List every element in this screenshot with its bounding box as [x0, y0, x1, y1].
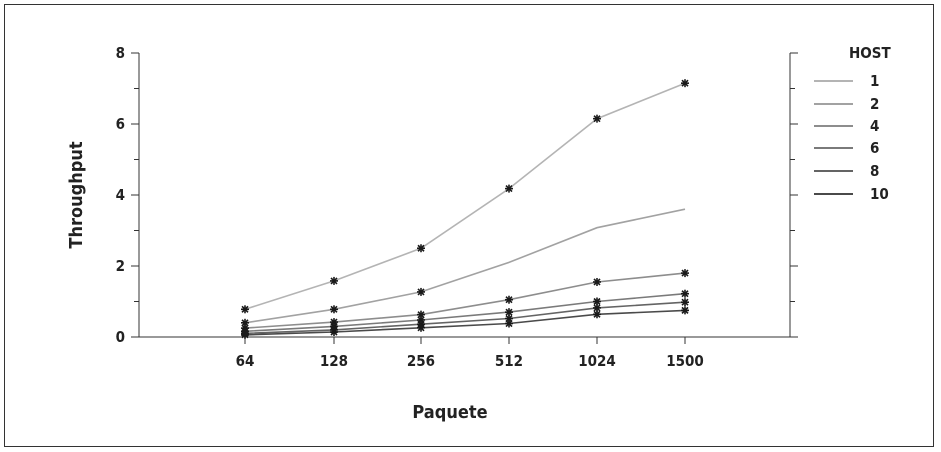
- series-line-8: [244, 301, 686, 335]
- data-point: [417, 244, 425, 253]
- data-point: [593, 114, 601, 123]
- series-markers: [241, 79, 689, 339]
- y-tick-label: 2: [116, 257, 125, 275]
- x-tick-label: 1024: [578, 352, 616, 370]
- y-tick-label: 0: [116, 328, 125, 346]
- data-point: [593, 277, 601, 286]
- data-point: [681, 298, 689, 307]
- legend-label-2: 2: [870, 95, 879, 113]
- y-axis-label: Throughput: [66, 141, 87, 248]
- legend-label-10: 10: [870, 185, 889, 203]
- data-point: [417, 287, 425, 296]
- y-tick-label: 6: [116, 115, 125, 133]
- x-tick-label: 128: [320, 352, 348, 370]
- data-point: [505, 319, 513, 328]
- y-tick-label: 8: [116, 44, 125, 62]
- data-point: [241, 318, 249, 327]
- legend: 1 2 4 6 8 10: [814, 72, 889, 203]
- series-line-6: [244, 292, 686, 333]
- data-point: [681, 289, 689, 298]
- legend-label-8: 8: [870, 162, 879, 180]
- data-point: [330, 305, 338, 314]
- data-point: [241, 330, 249, 339]
- legend-label-4: 4: [870, 117, 879, 135]
- legend-label-6: 6: [870, 139, 879, 157]
- data-point: [681, 79, 689, 88]
- data-point: [330, 276, 338, 285]
- series-line-10: [244, 309, 686, 336]
- data-point: [505, 295, 513, 304]
- x-tick-label: 512: [495, 352, 523, 370]
- axes: 0 2 4 6 8 64 128 256 512 1024 1500: [116, 44, 798, 370]
- data-point: [505, 308, 513, 317]
- data-point: [241, 305, 249, 314]
- series-lines: [244, 82, 686, 336]
- data-point: [505, 184, 513, 193]
- series-line-4: [244, 272, 686, 329]
- data-point: [330, 328, 338, 337]
- y-tick-label: 4: [116, 186, 125, 204]
- series-line-1: [244, 82, 686, 311]
- x-tick-label: 1500: [666, 352, 704, 370]
- x-tick-label: 256: [407, 352, 435, 370]
- data-point: [593, 310, 601, 319]
- data-point: [681, 306, 689, 315]
- x-axis-label: Paquete: [412, 402, 487, 423]
- x-tick-label: 64: [236, 352, 255, 370]
- chart-frame: [4, 4, 934, 447]
- legend-title: HOST: [849, 44, 891, 62]
- data-point: [417, 323, 425, 332]
- data-point: [681, 269, 689, 278]
- legend-label-1: 1: [870, 72, 879, 90]
- series-line-2: [244, 208, 686, 324]
